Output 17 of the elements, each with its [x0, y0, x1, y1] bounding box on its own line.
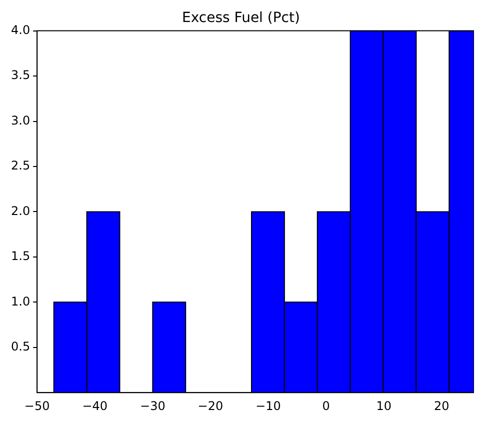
x-tick-label: 10	[376, 398, 392, 413]
y-tick-label: 2.5	[10, 158, 30, 173]
x-tick-label: −30	[140, 398, 166, 413]
x-tick-label: 20	[434, 398, 450, 413]
x-tick-label: −10	[256, 398, 281, 413]
y-tick-label: 1.5	[10, 249, 30, 264]
x-tick-label: 0	[322, 398, 330, 413]
y-tick-label: 3.0	[10, 113, 30, 128]
y-tick-label: 0.5	[10, 340, 30, 354]
x-tick-label: −40	[82, 398, 108, 413]
y-tick-label: 3.5	[10, 68, 30, 82]
x-tick-label: −50	[24, 398, 50, 413]
y-tick-label: 4.0	[10, 22, 30, 37]
chart-title: Excess Fuel (Pct)	[182, 10, 300, 26]
y-tick-label: 2.0	[10, 204, 30, 218]
x-tick-label: −20	[198, 398, 224, 413]
y-tick-label: 1.0	[10, 294, 30, 308]
